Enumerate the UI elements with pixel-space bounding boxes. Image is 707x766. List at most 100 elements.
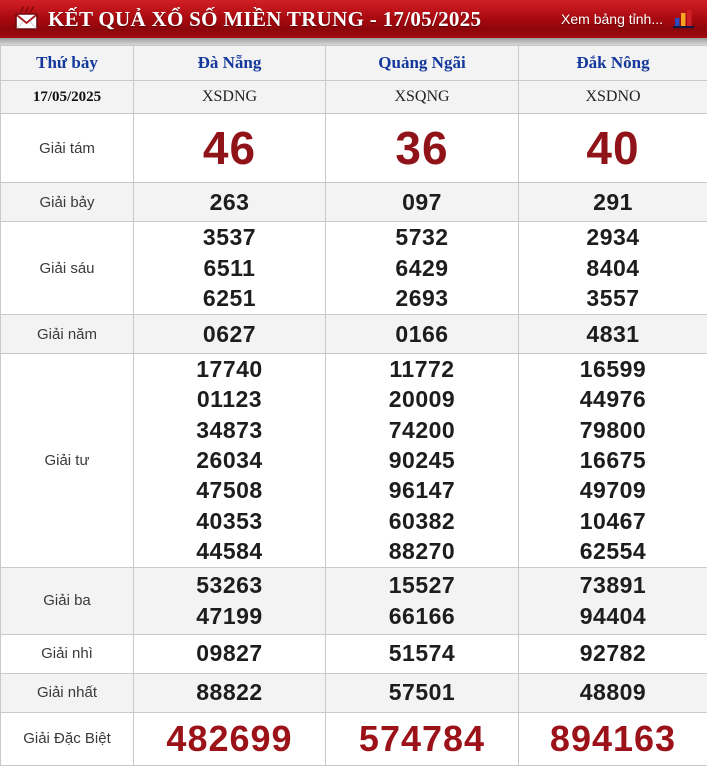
prize-label-1: Giải bảy: [1, 183, 134, 222]
lottery-number: 11772: [326, 354, 518, 384]
lottery-number: 0627: [134, 319, 325, 349]
lottery-number: 26034: [134, 445, 325, 475]
weekday-cell: Thứ bảy: [1, 46, 134, 81]
prize-6-province-2: 92782: [519, 634, 707, 673]
lottery-number: 40353: [134, 506, 325, 536]
province-code-0[interactable]: XSDNG: [134, 81, 326, 114]
prize-0-province-1: 36: [326, 114, 519, 183]
bar-chart-icon[interactable]: [671, 8, 697, 30]
lottery-number: 291: [519, 187, 707, 217]
prize-3-province-1: 0166: [326, 315, 519, 354]
prize-1-province-1: 097: [326, 183, 519, 222]
prize-3-province-0: 0627: [134, 315, 326, 354]
lottery-number: 60382: [326, 506, 518, 536]
lottery-number: 66166: [326, 601, 518, 631]
lottery-number: 49709: [519, 475, 707, 505]
lottery-number: 47199: [134, 601, 325, 631]
number-stack: 92782: [519, 638, 707, 668]
number-stack: 40: [519, 118, 707, 179]
number-stack: 263: [134, 187, 325, 217]
draw-date-cell: 17/05/2025: [1, 81, 134, 114]
number-stack: 57501: [326, 677, 518, 707]
number-stack: 097: [326, 187, 518, 217]
number-stack: 36: [326, 118, 518, 179]
lottery-number: 16675: [519, 445, 707, 475]
lottery-number: 09827: [134, 638, 325, 668]
province-code-2[interactable]: XSDNO: [519, 81, 707, 114]
prize-label-7: Giải nhất: [1, 673, 134, 712]
lottery-number: 8404: [519, 253, 707, 283]
prize-8-province-1: 574784: [326, 712, 519, 765]
table-row: Giải nhất 88822 57501 48809: [1, 673, 707, 712]
lottery-number: 15527: [326, 570, 518, 600]
prize-1-province-2: 291: [519, 183, 707, 222]
province-code-1[interactable]: XSQNG: [326, 81, 519, 114]
lottery-number: 0166: [326, 319, 518, 349]
header-shadow-divider: [0, 38, 707, 45]
lottery-number: 51574: [326, 638, 518, 668]
lottery-number: 097: [326, 187, 518, 217]
prize-6-province-1: 51574: [326, 634, 519, 673]
lottery-number: 6251: [134, 283, 325, 313]
lottery-number: 36: [326, 118, 518, 179]
number-stack: 482699: [134, 715, 325, 763]
number-stack: 51574: [326, 638, 518, 668]
lottery-number: 96147: [326, 475, 518, 505]
lottery-number: 894163: [519, 715, 707, 763]
lottery-number: 57501: [326, 677, 518, 707]
lottery-number: 62554: [519, 536, 707, 566]
lottery-number: 16599: [519, 354, 707, 384]
prize-6-province-0: 09827: [134, 634, 326, 673]
lottery-number: 73891: [519, 570, 707, 600]
lottery-number: 01123: [134, 384, 325, 414]
page-title: KẾT QUẢ XỔ SỐ MIỀN TRUNG - 17/05/2025: [48, 0, 481, 38]
lottery-number: 6511: [134, 253, 325, 283]
envelope-icon: [12, 6, 40, 32]
lottery-number: 20009: [326, 384, 518, 414]
prize-label-2: Giải sáu: [1, 222, 134, 315]
lottery-number: 40: [519, 118, 707, 179]
prize-7-province-1: 57501: [326, 673, 519, 712]
lottery-number: 6429: [326, 253, 518, 283]
lottery-number: 5732: [326, 222, 518, 252]
prize-label-0: Giải tám: [1, 114, 134, 183]
number-stack: 291: [519, 187, 707, 217]
lottery-number: 92782: [519, 638, 707, 668]
province-header-row: Thứ bảy Đà Nẵng Quảng Ngãi Đắk Nông: [1, 46, 707, 81]
prize-label-8: Giải Đặc Biệt: [1, 712, 134, 765]
prize-8-province-2: 894163: [519, 712, 707, 765]
view-province-table-link[interactable]: Xem bảng tỉnh...: [561, 0, 663, 38]
lottery-number: 46: [134, 118, 325, 179]
lottery-number: 94404: [519, 601, 707, 631]
prize-7-province-2: 48809: [519, 673, 707, 712]
province-name-1[interactable]: Quảng Ngãi: [326, 46, 519, 81]
lottery-number: 3537: [134, 222, 325, 252]
prize-label-3: Giải năm: [1, 315, 134, 354]
province-code-row: 17/05/2025 XSDNG XSQNG XSDNO: [1, 81, 707, 114]
number-stack: 09827: [134, 638, 325, 668]
table-row: Giải Đặc Biệt 482699 574784 894163: [1, 712, 707, 765]
prize-0-province-2: 40: [519, 114, 707, 183]
table-row: Giải tám 46 36 40: [1, 114, 707, 183]
lottery-number: 34873: [134, 415, 325, 445]
number-stack: 894163: [519, 715, 707, 763]
province-name-2[interactable]: Đắk Nông: [519, 46, 707, 81]
number-stack: 88822: [134, 677, 325, 707]
province-name-0[interactable]: Đà Nẵng: [134, 46, 326, 81]
